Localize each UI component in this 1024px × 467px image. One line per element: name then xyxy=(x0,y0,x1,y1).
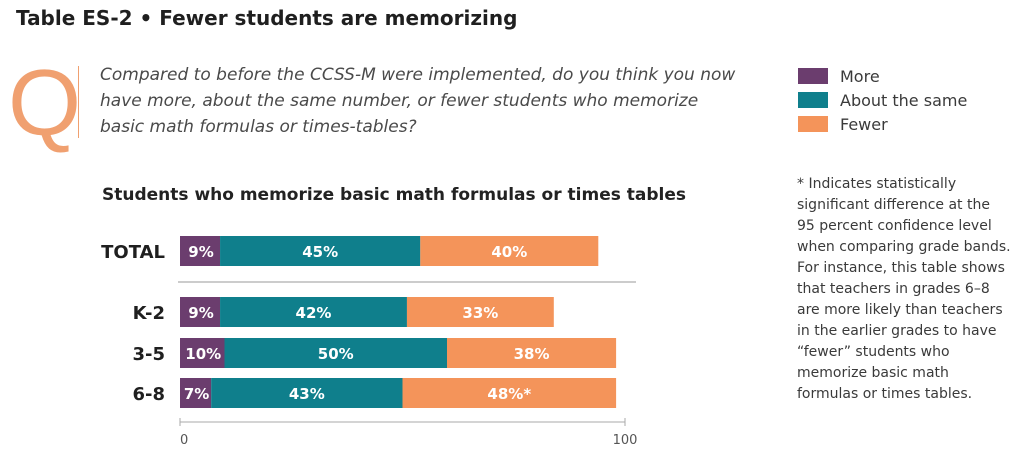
legend-swatch-fewer xyxy=(798,116,828,132)
bar-k-2-fewer xyxy=(406,297,554,327)
category-label-3-5: 3-5 xyxy=(132,344,165,365)
legend-item-more: More xyxy=(798,64,967,88)
bar-total-about-the-same xyxy=(220,236,421,266)
legend-item-about-the-same: About the same xyxy=(798,88,967,112)
data-label-6-8-fewer: 48%* xyxy=(487,385,531,403)
legend-swatch-more xyxy=(798,68,828,84)
data-label-3-5-more: 10% xyxy=(185,345,221,363)
data-label-k-2-about-the-same: 42% xyxy=(296,304,332,322)
survey-question: Compared to before the CCSS-M were imple… xyxy=(100,65,736,137)
bar-6-8-more xyxy=(180,378,212,408)
bar-total-fewer xyxy=(420,236,599,266)
legend-label-more: More xyxy=(840,66,880,86)
bar-total-more xyxy=(180,236,221,266)
x-tick-label-100: 100 xyxy=(613,433,638,448)
question-divider xyxy=(78,66,79,138)
question-q-icon: Q xyxy=(8,50,82,155)
legend-label-about-the-same: About the same xyxy=(840,90,968,110)
bar-3-5-fewer xyxy=(447,338,617,368)
significance-note: * Indicates statistically significant di… xyxy=(797,176,1011,402)
data-label-k-2-fewer: 33% xyxy=(462,304,498,322)
chart-title: Students who memorize basic math formula… xyxy=(102,185,687,205)
category-label-k-2: K-2 xyxy=(133,303,165,324)
data-label-total-fewer: 40% xyxy=(491,243,527,261)
category-label-6-8: 6-8 xyxy=(132,384,165,405)
bar-k-2-more xyxy=(180,297,221,327)
legend-swatch-about-the-same xyxy=(798,92,828,108)
data-label-6-8-about-the-same: 43% xyxy=(289,385,325,403)
data-label-total-about-the-same: 45% xyxy=(302,243,338,261)
bar-3-5-about-the-same xyxy=(224,338,447,368)
data-label-3-5-fewer: 38% xyxy=(514,345,550,363)
legend-item-fewer: Fewer xyxy=(798,112,967,136)
category-label-total: TOTAL xyxy=(101,242,165,263)
legend-label-fewer: Fewer xyxy=(840,114,888,134)
bar-k-2-about-the-same xyxy=(220,297,407,327)
bar-6-8-about-the-same xyxy=(211,378,403,408)
data-label-3-5-about-the-same: 50% xyxy=(318,345,354,363)
bar-6-8-fewer xyxy=(402,378,617,408)
x-tick-label-0: 0 xyxy=(180,433,188,448)
data-label-total-more: 9% xyxy=(188,243,213,261)
data-label-k-2-more: 9% xyxy=(188,304,213,322)
bar-3-5-more xyxy=(180,338,225,368)
page-title: Table ES-2 • Fewer students are memorizi… xyxy=(16,6,518,30)
data-label-6-8-more: 7% xyxy=(184,385,209,403)
chart-legend: More About the same Fewer xyxy=(798,64,967,136)
